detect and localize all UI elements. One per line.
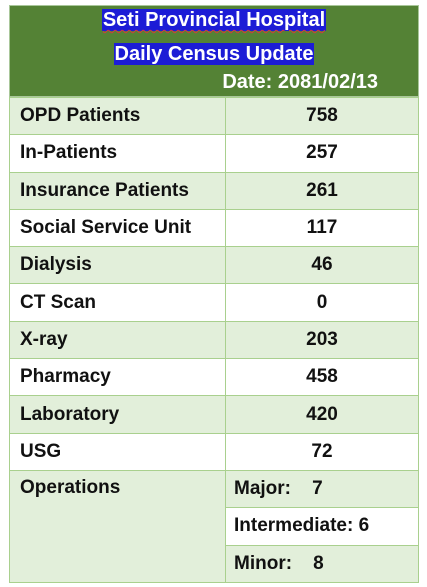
operations-major: Major: 7 (225, 469, 419, 509)
hospital-title: Seti Provincial Hospital (10, 8, 418, 32)
row-value: 117 (225, 208, 419, 248)
table-row: Pharmacy 458 (9, 358, 419, 397)
operations-row-minor: Minor: 8 (10, 544, 419, 583)
operations-minor: Minor: 8 (225, 544, 419, 583)
row-label: X-ray (9, 320, 226, 360)
report-title: Daily Census Update (10, 42, 418, 66)
row-value: 203 (225, 320, 419, 360)
table-row: Laboratory 420 (9, 395, 419, 434)
row-label: Social Service Unit (9, 208, 226, 248)
table-row: CT Scan 0 (9, 283, 419, 322)
row-value: 261 (225, 171, 419, 210)
operations-row-intermediate: Intermediate: 6 (10, 507, 419, 546)
census-header: Seti Provincial Hospital Daily Census Up… (9, 5, 419, 97)
row-value: 420 (225, 395, 419, 434)
row-value: 72 (225, 432, 419, 471)
table-row: Insurance Patients 261 (9, 171, 419, 210)
row-value: 0 (225, 283, 419, 322)
table-row: Social Service Unit 117 (9, 208, 419, 248)
report-date: Date: 2081/02/13 (222, 71, 378, 93)
census-sheet: Seti Provincial Hospital Daily Census Up… (9, 5, 419, 583)
row-label: Laboratory (9, 395, 226, 434)
hospital-title-text: Seti Provincial Hospital (101, 9, 327, 31)
row-label: USG (9, 432, 226, 471)
table-row: In-Patients 257 (9, 134, 419, 173)
row-label: OPD Patients (9, 96, 226, 136)
row-value: 458 (225, 358, 419, 397)
row-label: Pharmacy (9, 358, 226, 397)
row-value: 257 (225, 134, 419, 173)
operations-row-major: Operations Major: 7 (9, 469, 419, 583)
report-title-text: Daily Census Update (113, 43, 315, 65)
row-value: 758 (225, 96, 419, 136)
table-row: OPD Patients 758 (9, 96, 419, 136)
table-row: X-ray 203 (9, 320, 419, 360)
row-label: Insurance Patients (9, 171, 226, 210)
row-label: In-Patients (9, 134, 226, 173)
row-value: 46 (225, 246, 419, 285)
operations-label: Operations (9, 469, 226, 583)
operations-intermediate: Intermediate: 6 (225, 507, 419, 546)
table-row: Dialysis 46 (9, 246, 419, 285)
row-label: CT Scan (9, 283, 226, 322)
row-label: Dialysis (9, 246, 226, 285)
table-row: USG 72 (9, 432, 419, 471)
census-table: OPD Patients 758 In-Patients 257 Insuran… (9, 96, 419, 583)
